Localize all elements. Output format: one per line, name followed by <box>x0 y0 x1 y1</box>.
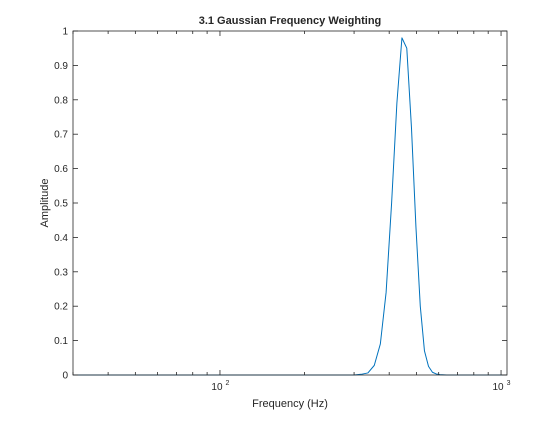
y-tick-label: 0.8 <box>54 95 68 106</box>
y-tick-label: 1 <box>62 27 68 38</box>
plot-background <box>73 31 507 375</box>
x-tick-label-exponent: 3 <box>507 380 511 387</box>
y-tick-label: 0 <box>62 371 68 382</box>
y-tick-label: 0.2 <box>54 302 68 313</box>
y-tick-label: 0.7 <box>54 130 68 141</box>
y-tick-label: 0.6 <box>54 164 68 175</box>
y-tick-label: 0.1 <box>54 336 68 347</box>
y-tick-label: 0.9 <box>54 61 68 72</box>
y-tick-label: 0.5 <box>54 199 68 210</box>
chart-title: 3.1 Gaussian Frequency Weighting <box>199 15 382 27</box>
x-axis-label: Frequency (Hz) <box>252 398 328 410</box>
y-tick-label: 0.3 <box>54 267 68 278</box>
plot-frame <box>72 30 508 376</box>
x-tick-label: 10 <box>492 382 504 393</box>
x-tick-label-exponent: 2 <box>226 380 230 387</box>
y-tick-label: 0.4 <box>54 233 68 244</box>
y-axis-label: Amplitude <box>39 179 51 228</box>
x-tick-label: 10 <box>211 382 223 393</box>
